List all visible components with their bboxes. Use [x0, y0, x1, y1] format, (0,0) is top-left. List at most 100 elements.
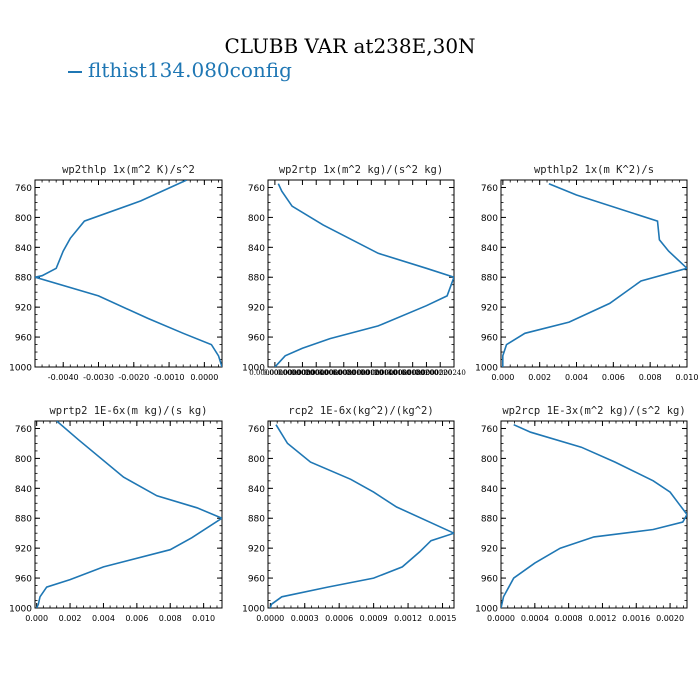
x-tick-label: 0.0000000180 — [373, 369, 424, 377]
plot-frame — [267, 179, 455, 368]
x-tick-label: 0.002 — [59, 614, 82, 623]
legend-label: flthist134.080config — [88, 58, 292, 82]
y-tick-label: 840 — [15, 244, 32, 254]
y-tick-label: 840 — [481, 485, 498, 495]
chart-title: wpthlp2 1x(m K^2)/s — [534, 164, 654, 176]
y-tick-label: 800 — [248, 455, 265, 465]
y-tick-label: 800 — [15, 214, 32, 224]
x-tick-label: 0.004 — [565, 373, 588, 382]
chart-panel-2: wp2rtp 1x(m^2 kg)/(s^2 kg) 760 800 840 880 92… — [242, 164, 466, 377]
chart-panel-3: wpthlp2 1x(m K^2)/s 760 800 840 880 920 960 100… — [475, 164, 698, 382]
y-tick-label: 1000 — [475, 364, 498, 374]
y-tick-label: 880 — [248, 515, 265, 525]
y-tick-label: 960 — [248, 334, 265, 344]
x-tick-label: 0.0000000160 — [360, 369, 411, 377]
x-tick-label: 0.004 — [92, 614, 115, 623]
x-tick-label: 0.0003 — [291, 614, 319, 623]
y-tick-label: 760 — [481, 184, 498, 194]
y-tick-label: 760 — [15, 425, 32, 435]
y-tick-label: 840 — [248, 244, 265, 254]
x-tick-label: 0.0016 — [622, 614, 650, 623]
y-tick-label: 800 — [248, 214, 265, 224]
y-tick-label: 840 — [15, 485, 32, 495]
y-tick-label: 1000 — [9, 364, 32, 374]
chart-title: wp2rcp 1E-3x(m^2 kg)/(s^2 kg) — [502, 405, 685, 417]
chart-panel-1: wp2thlp 1x(m^2 K)/s^2 760 800 840 880 920 960 1… — [9, 164, 223, 382]
x-tick-label: 0.0000000140 — [346, 369, 397, 377]
x-tick-label: 0.0000000220 — [401, 369, 452, 377]
y-tick-label: 920 — [15, 545, 32, 555]
x-tick-label: -0.0010 — [154, 373, 185, 382]
x-tick-label: 0.0012 — [588, 614, 616, 623]
y-tick-label: 880 — [15, 515, 32, 525]
x-tick-label: 0.0012 — [394, 614, 422, 623]
x-tick-label: 0.010 — [192, 614, 215, 623]
x-tick-label: 0.0004 — [521, 614, 549, 623]
series-line — [269, 424, 454, 608]
chart-panel-6: wp2rcp 1E-3x(m^2 kg)/(s^2 kg) 760 800 840 88… — [475, 405, 688, 623]
x-tick-label: 0.0000000060 — [291, 369, 342, 377]
y-tick-label: 920 — [15, 304, 32, 314]
x-tick-label: 0.0000000240 — [415, 369, 466, 377]
chart-panel-4: wprtp2 1E-6x(m kg)/(s kg) 760 800 840 880 920… — [9, 405, 223, 623]
x-tick-label: 0.010 — [676, 373, 699, 382]
x-tick-label: 0.0000000200 — [387, 369, 438, 377]
y-tick-label: 1000 — [9, 605, 32, 615]
y-tick-label: 920 — [481, 545, 498, 555]
x-tick-label: -0.0020 — [118, 373, 149, 382]
y-tick-label: 920 — [248, 304, 265, 314]
legend-swatch — [68, 70, 82, 73]
y-tick-label: 920 — [248, 545, 265, 555]
series-line — [274, 183, 454, 367]
y-tick-label: 880 — [481, 274, 498, 284]
x-tick-label: 0.0015 — [429, 614, 457, 623]
legend: flthist134.080config — [68, 58, 292, 82]
y-tick-label: 920 — [481, 304, 498, 314]
x-tick-label: 0.0000000040 — [277, 369, 328, 377]
y-tick-label: 840 — [248, 485, 265, 495]
plot-frame — [500, 179, 688, 368]
x-tick-label: 0.0008 — [555, 614, 583, 623]
chart-title: wp2rtp 1x(m^2 kg)/(s^2 kg) — [279, 164, 443, 176]
y-tick-label: 760 — [481, 425, 498, 435]
figure-title: CLUBB VAR at238E,30N — [224, 34, 476, 58]
x-tick-label: 0.0000000080 — [304, 369, 355, 377]
x-tick-label: 0.000 — [25, 614, 48, 623]
plot-frame — [500, 420, 688, 609]
chart-panel-5: rcp2 1E-6x(kg^2)/(kg^2) 760 800 840 880 920 96… — [242, 405, 456, 623]
series-line — [35, 421, 222, 608]
x-tick-label: 0.008 — [639, 373, 662, 382]
series-line — [501, 182, 687, 367]
y-tick-label: 960 — [248, 575, 265, 585]
plot-frame — [34, 179, 223, 368]
x-tick-label: 0.0000000020 — [263, 369, 314, 377]
x-tick-label: 0.0000000000 — [249, 369, 300, 377]
series-line — [501, 423, 687, 608]
x-tick-label: 0.0009 — [360, 614, 388, 623]
y-tick-label: 960 — [15, 334, 32, 344]
x-tick-label: 0.0000 — [487, 614, 515, 623]
y-tick-label: 880 — [481, 515, 498, 525]
y-tick-label: 880 — [248, 274, 265, 284]
y-tick-label: 960 — [481, 575, 498, 585]
y-tick-label: 880 — [15, 274, 32, 284]
x-tick-label: 0.0006 — [325, 614, 353, 623]
y-tick-label: 1000 — [475, 605, 498, 615]
x-tick-label: -0.0040 — [48, 373, 79, 382]
x-tick-label: 0.0000000120 — [332, 369, 383, 377]
x-tick-label: 0.000 — [491, 373, 514, 382]
y-tick-label: 760 — [15, 184, 32, 194]
chart-title: wp2thlp 1x(m^2 K)/s^2 — [62, 164, 195, 176]
x-tick-label: 0.002 — [528, 373, 551, 382]
y-tick-label: 760 — [248, 184, 265, 194]
chart-title: rcp2 1E-6x(kg^2)/(kg^2) — [288, 405, 433, 417]
y-tick-label: 960 — [15, 575, 32, 585]
series-line — [35, 180, 222, 367]
plot-frame — [267, 420, 455, 609]
y-tick-label: 800 — [481, 455, 498, 465]
x-tick-label: -0.0030 — [83, 373, 114, 382]
x-tick-label: 0.006 — [602, 373, 625, 382]
y-tick-label: 960 — [481, 334, 498, 344]
x-tick-label: 0.0000 — [256, 614, 284, 623]
